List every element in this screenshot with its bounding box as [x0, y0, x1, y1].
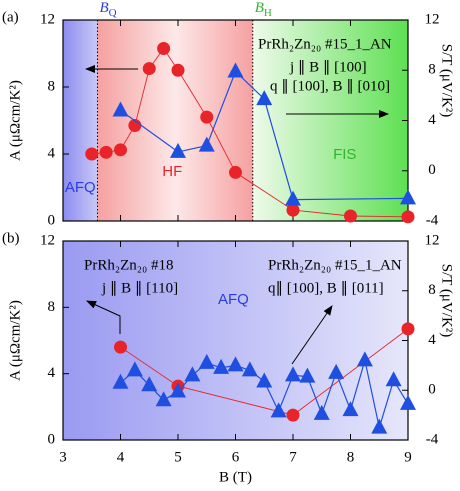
data-point: [400, 394, 416, 410]
y2-tick-label: 0: [428, 382, 436, 398]
arrow: [291, 305, 333, 365]
y2-tick-label: -4: [426, 212, 439, 228]
data-point: [171, 63, 185, 77]
region: [97, 20, 253, 221]
data-point: [157, 41, 171, 55]
data-point: [126, 361, 143, 377]
data-point: [285, 190, 301, 206]
data-point: [371, 418, 388, 434]
y2-axis-label: S/T (μV/K²): [439, 44, 455, 118]
data-point: [256, 372, 273, 388]
data-point: [85, 147, 99, 161]
panel-label: (a): [2, 9, 19, 25]
x-tick-label: 8: [347, 449, 355, 465]
data-point: [256, 90, 273, 106]
data-point: [401, 210, 415, 224]
data-point: [400, 189, 416, 205]
y2-tick-label: 12: [425, 11, 440, 27]
boundary-label: BH: [255, 0, 272, 18]
data-point: [142, 62, 156, 76]
y-axis-label: A (μΩcm/K²): [7, 300, 23, 381]
x-tick-label: 9: [404, 449, 412, 465]
y-tick-label: 0: [48, 431, 56, 447]
panel-label: (b): [2, 230, 20, 246]
y2-tick-label: 8: [428, 282, 436, 298]
data-point: [286, 203, 300, 217]
region-label: HF: [162, 163, 182, 180]
data-point: [112, 101, 129, 117]
x-tick-label: 5: [174, 449, 182, 465]
annotation: q∥ [100], B ∥ [011]: [268, 280, 384, 296]
y-tick-label: 8: [48, 299, 56, 315]
data-point: [401, 322, 415, 336]
data-point: [241, 361, 258, 377]
y2-tick-label: 0: [428, 162, 436, 178]
data-point: [213, 358, 230, 374]
data-point: [99, 145, 113, 159]
y2-tick-label: 4: [428, 332, 436, 348]
series-line: [120, 328, 409, 416]
arrow: [86, 300, 121, 334]
data-point: [114, 143, 127, 157]
annotation: q ∥ [100], B ∥ [010]: [270, 78, 390, 94]
data-point: [198, 136, 215, 152]
y-tick-label: 4: [48, 365, 56, 381]
data-point: [112, 373, 129, 389]
data-point: [128, 119, 142, 133]
plot: (a) 0 4 8 12 -4 0 4 8 12 A (μΩcm/K²) S/T (μV/K²) AFQ…: [2, 0, 455, 485]
boundary-label: BQ: [100, 0, 117, 18]
data-point: [328, 363, 345, 379]
data-point: [285, 366, 301, 382]
data-point: [227, 356, 244, 372]
y2-tick-label: -4: [426, 431, 439, 447]
x-tick-label: 7: [289, 449, 297, 465]
x-tick-label: 3: [59, 449, 67, 465]
x-axis-label: B (T): [219, 469, 252, 485]
region-label: FIS: [333, 146, 356, 163]
y2-axis-label: S/T (μV/K²): [439, 264, 455, 338]
data-point: [344, 209, 357, 223]
data-point: [141, 376, 158, 392]
y-tick-label: 0: [48, 212, 56, 228]
region-label: AFQ: [65, 179, 96, 196]
data-point: [385, 371, 402, 387]
y2-tick-label: 4: [428, 112, 436, 128]
data-point: [170, 382, 186, 398]
annotation: PrRh₂Zn₂₀ #15_1_AN: [258, 36, 392, 52]
annotation: j ∥ B ∥ [100]: [289, 59, 367, 75]
region: [63, 20, 98, 221]
y2-tick-label: 12: [425, 232, 440, 248]
annotation: j ∥ B ∥ [110]: [101, 280, 178, 296]
y-axis-label: A (μΩcm/K²): [7, 80, 23, 161]
annotation: PrRh₂Zn₂₀ #15_1_AN: [268, 257, 402, 273]
data-point: [198, 353, 215, 369]
data-point: [356, 351, 373, 367]
y-tick-label: 12: [40, 11, 55, 27]
x-tick-label: 4: [117, 449, 125, 465]
data-point: [114, 340, 127, 354]
data-point: [155, 391, 172, 407]
data-point: [286, 408, 300, 422]
x-tick-label: 6: [232, 449, 240, 465]
data-point: [229, 165, 242, 179]
data-point: [270, 402, 287, 418]
data-point: [227, 62, 244, 78]
y2-tick-label: 8: [428, 62, 436, 78]
y-tick-label: 8: [48, 78, 56, 94]
data-point: [299, 367, 316, 383]
region: [252, 20, 408, 221]
annotation: PrRh₂Zn₂₀ #18: [84, 257, 173, 273]
data-point: [342, 401, 359, 417]
data-point: [170, 142, 186, 158]
data-point: [313, 404, 330, 420]
annotation: AFQ: [218, 291, 249, 308]
y-tick-label: 4: [48, 145, 56, 161]
data-point: [184, 366, 201, 382]
y-tick-label: 12: [40, 232, 55, 248]
data-point: [200, 110, 214, 124]
